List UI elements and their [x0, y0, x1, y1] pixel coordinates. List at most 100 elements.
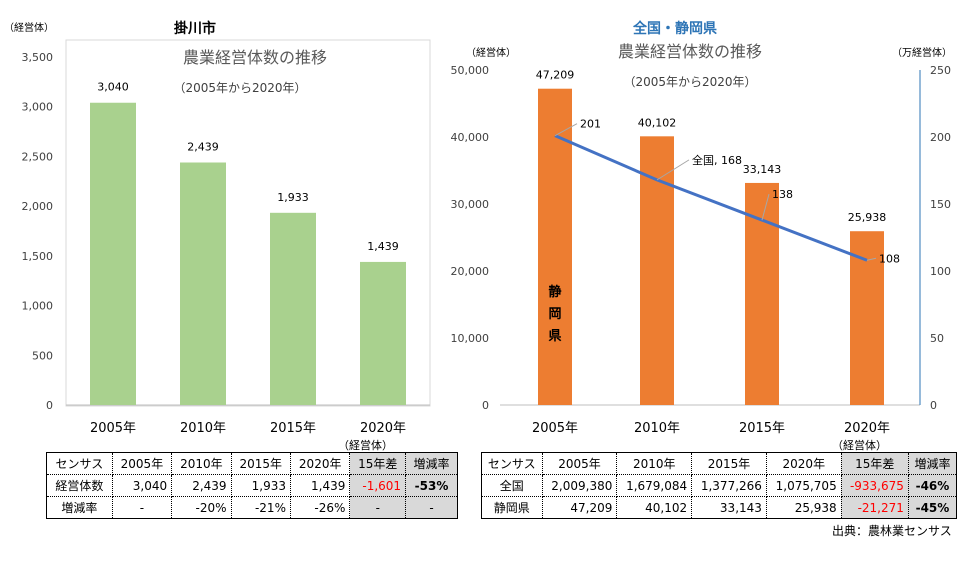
y-axis-label: （経営体） [466, 46, 516, 59]
x-tick-label: 2005年 [532, 421, 578, 436]
x-tick-label: 2015年 [739, 421, 785, 436]
table-row: 全国 2,009,380 1,679,084 1,377,266 1,075,705 -9… [481, 474, 958, 497]
table-cell: -26% [289, 496, 351, 519]
y2-tick-label: 200 [930, 131, 951, 144]
series-label-char: 岡 [548, 307, 561, 322]
header-cell: 15年差 [840, 452, 909, 475]
line-data-label: 201 [580, 118, 601, 131]
table-cell: 40,102 [616, 496, 693, 519]
y-tick-label: 1,500 [22, 250, 54, 263]
data-label: 3,040 [97, 81, 129, 94]
source-note: 出典：農林業センサス [832, 524, 952, 538]
y2-tick-label: 50 [930, 332, 944, 345]
header-cell: 2005年 [111, 452, 173, 475]
table-cell: -46% [907, 474, 958, 497]
table-cell: 25,938 [765, 496, 842, 519]
leader-line [656, 159, 690, 181]
y2-tick-label: 250 [930, 64, 951, 77]
table-cell: -1,601 [349, 474, 407, 497]
x-tick-label: 2020年 [844, 421, 890, 436]
bar [270, 212, 316, 405]
table-row: 増減率 - -20% -21% -26% - - [46, 496, 458, 519]
table-national-shizuoka: センサス 2005年 2010年 2015年 2020年 15年差 増減率 全国 2,009,3… [481, 452, 958, 519]
bar [360, 261, 406, 405]
x-tick-label: 2010年 [634, 421, 680, 436]
x-tick-label: 2010年 [180, 421, 226, 436]
table2-unit: （経営体） [832, 439, 887, 452]
table-cell: 2,009,380 [541, 474, 618, 497]
table-cell: 33,143 [691, 496, 767, 519]
y-tick-label: 2,500 [22, 150, 54, 163]
line-series-national [554, 134, 868, 262]
table-header: センサス 2005年 2010年 2015年 2020年 15年差 増減率 [481, 452, 958, 475]
y2-tick-label: 150 [930, 198, 951, 211]
line-data-label: 138 [772, 188, 793, 201]
y-tick-label: 1,000 [22, 300, 54, 313]
header-cell: 2020年 [765, 452, 842, 475]
y-tick-label: 3,000 [22, 101, 54, 114]
data-label: 40,102 [638, 116, 677, 129]
y-tick-label: 3,500 [22, 51, 54, 64]
table-cell: 1,439 [289, 474, 351, 497]
y2-tick-label: 100 [930, 265, 951, 278]
chart-subtitle: 農業経営体数の推移 [183, 48, 327, 67]
leader-line [554, 123, 578, 137]
table-row: 静岡県 47,209 40,102 33,143 25,938 -21,271 -45% [481, 496, 958, 519]
data-label: 1,439 [367, 240, 399, 253]
bar [90, 102, 136, 405]
table-cell: - [349, 496, 407, 519]
table-cell: -20% [171, 496, 232, 519]
table-cell: -21% [230, 496, 291, 519]
table-cell: -53% [405, 474, 458, 497]
table-cell: 1,679,084 [616, 474, 693, 497]
header-cell: 2020年 [289, 452, 351, 475]
table-cell: 1,075,705 [765, 474, 842, 497]
plot-area [65, 39, 431, 407]
y-axis-label: （経営体） [4, 21, 54, 34]
y-tick-label: 500 [32, 349, 53, 362]
y-tick-label: 2,000 [22, 200, 54, 213]
x-tick-label: 2005年 [90, 421, 136, 436]
line-data-label: 108 [879, 252, 900, 265]
x-tick-label: 2015年 [270, 421, 316, 436]
chart-subtitle: 農業経営体数の推移 [618, 42, 762, 61]
leader-line [866, 257, 877, 261]
table-cell: 経営体数 [46, 474, 113, 497]
bar [180, 162, 226, 405]
data-label: 1,933 [277, 191, 309, 204]
table-cell: -21,271 [840, 496, 909, 519]
y2-axis-label: （万経営体） [892, 46, 952, 59]
table-header: センサス 2005年 2010年 2015年 2020年 15年差 増減率 [46, 452, 458, 475]
series-label-char: 静 [548, 284, 561, 300]
chart-title: 全国・静岡県 [632, 20, 717, 37]
table-cell: 2,439 [171, 474, 232, 497]
table-cell: 静岡県 [481, 496, 543, 519]
chart-note: （2005年から2020年） [173, 81, 306, 95]
y-tick-label: 30,000 [451, 198, 490, 211]
y-tick-label: 40,000 [451, 131, 490, 144]
header-cell: センサス [481, 452, 543, 475]
table-cell: 増減率 [46, 496, 113, 519]
header-cell: 2015年 [691, 452, 767, 475]
table-cell: -45% [907, 496, 958, 519]
bar [640, 136, 674, 406]
table-cell: -933,675 [840, 474, 909, 497]
header-cell: 増減率 [405, 452, 458, 475]
header-cell: 2015年 [230, 452, 291, 475]
table-cell: 1,377,266 [691, 474, 767, 497]
table-kakegawa: センサス 2005年 2010年 2015年 2020年 15年差 増減率 経営体数 3,040… [46, 452, 458, 519]
table-cell: 全国 [481, 474, 543, 497]
data-label: 47,209 [536, 69, 575, 82]
header-cell: 2010年 [171, 452, 232, 475]
table1-unit: （経営体） [338, 439, 393, 452]
x-tick-label: 2020年 [360, 421, 406, 436]
chart-note: （2005年から2020年） [623, 75, 756, 89]
header-cell: 増減率 [907, 452, 958, 475]
data-label: 33,143 [743, 163, 782, 176]
y-tick-label: 0 [46, 399, 53, 412]
table-cell: 47,209 [541, 496, 618, 519]
header-cell: 15年差 [349, 452, 407, 475]
y-tick-label: 50,000 [451, 64, 490, 77]
header-cell: 2005年 [541, 452, 618, 475]
